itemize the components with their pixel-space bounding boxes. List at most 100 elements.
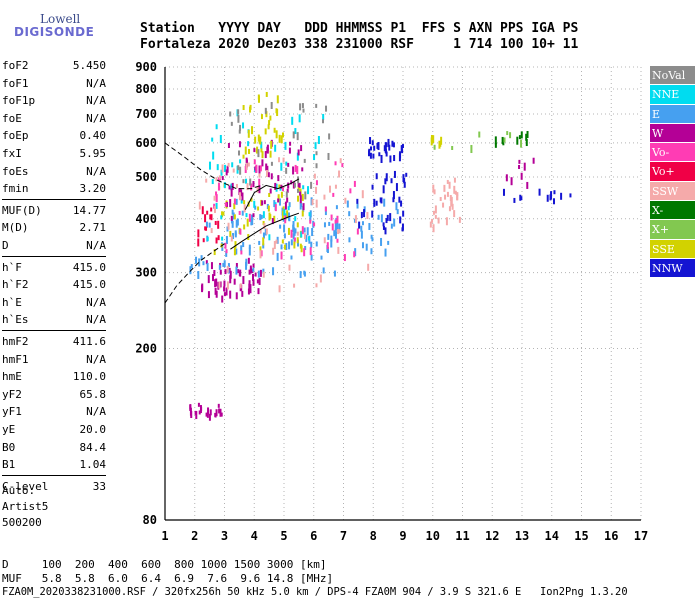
data-point	[526, 181, 529, 189]
data-point	[226, 226, 229, 232]
data-point	[315, 103, 318, 108]
data-point	[250, 197, 253, 202]
data-point	[292, 166, 295, 175]
x-tick-label: 12	[485, 529, 499, 543]
data-point	[288, 241, 291, 250]
data-point	[388, 144, 391, 151]
data-point	[432, 135, 435, 144]
param-value: N/A	[86, 164, 106, 178]
data-point	[509, 132, 512, 139]
data-point	[213, 269, 216, 276]
data-point	[516, 136, 519, 145]
data-point	[226, 281, 229, 290]
data-point	[242, 242, 245, 248]
data-point	[232, 233, 235, 240]
data-point	[309, 219, 312, 224]
data-point	[265, 228, 268, 235]
data-point	[286, 197, 289, 203]
data-point	[303, 227, 306, 233]
data-point	[494, 142, 497, 148]
data-point	[334, 161, 337, 166]
data-point	[280, 244, 283, 250]
data-point	[265, 111, 268, 118]
data-point	[189, 404, 192, 410]
data-point	[384, 248, 387, 257]
param-name: foEp	[2, 129, 29, 143]
data-point	[330, 239, 333, 248]
data-point	[335, 223, 338, 230]
data-point	[519, 194, 522, 201]
data-point	[233, 278, 236, 285]
data-point	[327, 233, 330, 240]
data-point	[334, 184, 337, 189]
x-tick-label: 15	[574, 529, 588, 543]
data-point	[330, 235, 333, 242]
y-tick-label: 400	[135, 212, 157, 226]
data-point	[246, 218, 249, 227]
data-point	[315, 151, 318, 156]
data-point	[274, 182, 277, 190]
data-point	[220, 169, 223, 176]
data-point	[208, 413, 211, 421]
data-point	[228, 267, 231, 273]
data-point	[323, 222, 326, 228]
data-point	[222, 211, 225, 216]
data-point	[302, 108, 305, 113]
data-point	[202, 261, 205, 266]
data-point	[257, 134, 260, 142]
data-point	[518, 159, 521, 164]
data-point	[233, 214, 236, 220]
param-row: foEs N/A	[0, 163, 108, 180]
data-point	[264, 107, 267, 114]
data-point	[260, 148, 263, 153]
data-point	[248, 244, 251, 249]
x-tick-label: 3	[221, 529, 228, 543]
data-point	[219, 269, 222, 275]
data-point	[338, 170, 341, 178]
data-point	[262, 243, 265, 249]
data-point	[261, 200, 264, 206]
data-point	[210, 262, 213, 270]
data-point	[303, 233, 306, 240]
data-point	[246, 183, 249, 191]
data-point	[361, 242, 364, 249]
data-point	[346, 200, 349, 208]
data-point	[238, 210, 241, 215]
data-point	[383, 145, 386, 152]
param-value: 65.8	[79, 387, 107, 401]
data-point	[292, 233, 295, 240]
data-point	[257, 149, 260, 158]
data-point	[392, 191, 395, 200]
param-name: foF1	[2, 76, 29, 90]
data-point	[553, 190, 556, 195]
data-point	[276, 236, 279, 244]
data-point	[253, 148, 256, 153]
data-point	[272, 267, 275, 276]
data-point	[227, 162, 230, 167]
data-point	[215, 409, 218, 417]
data-point	[230, 188, 233, 197]
data-point	[285, 167, 288, 174]
data-point	[304, 191, 307, 200]
data-point	[218, 408, 221, 414]
param-row: MUF(D) 14.77	[0, 202, 108, 219]
data-point	[190, 264, 193, 269]
footer-file-info: FZA0M_2020338231000.RSF / 320fx256h 50 k…	[2, 586, 628, 598]
data-point	[520, 172, 523, 180]
data-point	[291, 116, 294, 125]
data-point	[269, 115, 272, 121]
data-point	[273, 241, 276, 250]
data-point	[218, 264, 221, 270]
data-point	[225, 169, 228, 176]
param-value: N/A	[86, 295, 106, 309]
data-point	[268, 234, 271, 241]
data-point	[224, 202, 227, 207]
data-point	[402, 210, 405, 217]
data-point	[256, 186, 259, 193]
param-value: 20.0	[79, 423, 107, 436]
data-point	[227, 143, 230, 149]
data-point	[229, 230, 232, 237]
data-point	[247, 288, 250, 295]
data-point	[377, 141, 380, 150]
profile-curve	[164, 142, 264, 190]
